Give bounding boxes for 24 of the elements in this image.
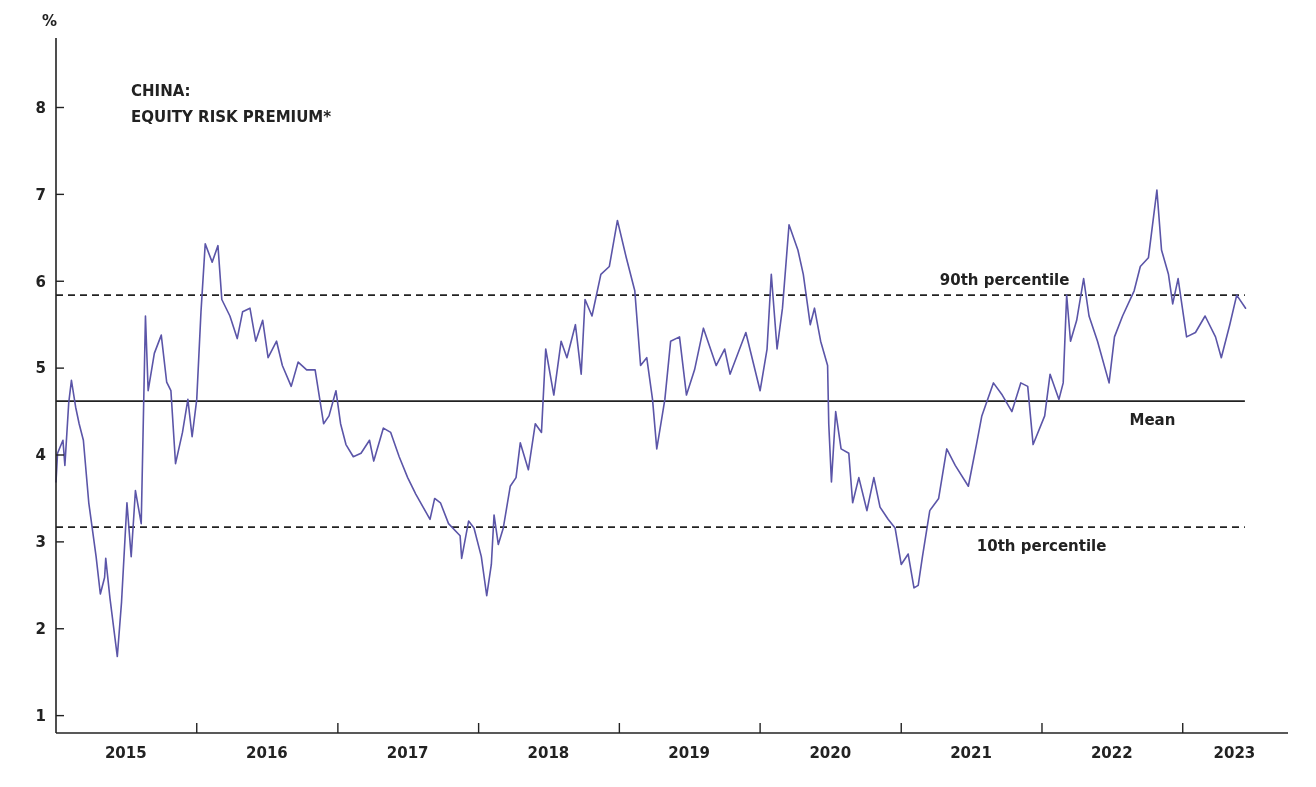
x-tick-label: 2020 bbox=[809, 744, 852, 762]
y-tick-label: 3 bbox=[35, 533, 46, 552]
x-tick-label: 2023 bbox=[1213, 744, 1256, 762]
y-tick-label: 2 bbox=[35, 620, 46, 638]
y-tick-label: 7 bbox=[35, 185, 46, 204]
y-tick-label: 4 bbox=[35, 446, 46, 465]
text: EQUITY RISK PREMIUM* bbox=[131, 108, 332, 126]
line-series bbox=[55, 189, 1247, 658]
x-tick-label: 2021 bbox=[950, 744, 992, 762]
y-tick-label: 5 bbox=[35, 359, 46, 378]
x-tick-label: 2019 bbox=[668, 744, 711, 762]
y-axis-title: % bbox=[42, 12, 58, 30]
x-tick-label: 2016 bbox=[246, 744, 288, 762]
x-tick-label: 2015 bbox=[104, 744, 147, 762]
y-tick-label: 1 bbox=[35, 706, 46, 725]
y-tick-label: 6 bbox=[35, 272, 46, 291]
y-tick-label: 8 bbox=[35, 98, 46, 117]
x-tick-label: 2017 bbox=[386, 744, 429, 762]
text: CHINA: bbox=[131, 82, 191, 100]
x-tick-label: 2018 bbox=[527, 744, 570, 762]
x-tick-label: 2022 bbox=[1090, 744, 1133, 762]
ref-line-label: 90th percentile bbox=[939, 271, 1070, 290]
ref-line-label: Mean bbox=[1129, 411, 1176, 430]
ref-line-label: 10th percentile bbox=[976, 537, 1107, 556]
